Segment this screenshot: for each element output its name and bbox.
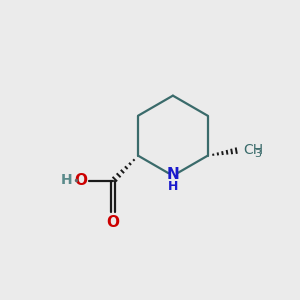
Text: H: H [168, 179, 178, 193]
Text: CH: CH [243, 143, 263, 157]
Text: O: O [106, 215, 119, 230]
Text: O: O [74, 173, 87, 188]
Text: 3: 3 [254, 149, 261, 159]
Text: N: N [167, 167, 179, 182]
Text: H: H [60, 173, 72, 187]
